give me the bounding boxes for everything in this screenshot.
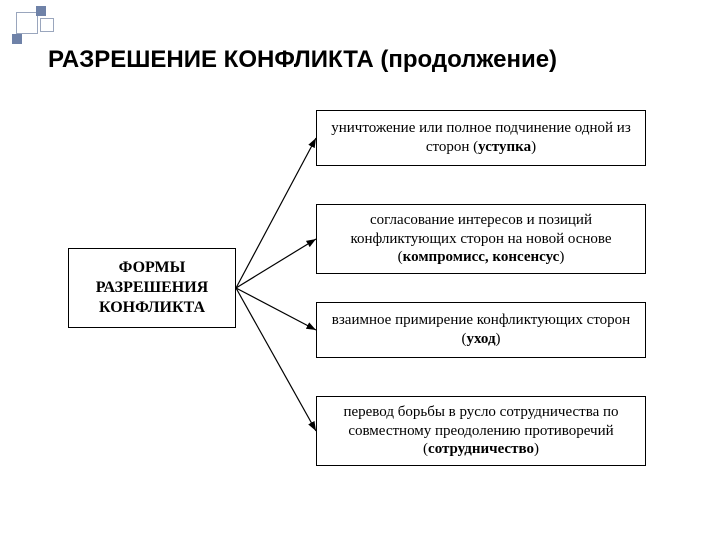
target-box: перевод борьбы в русло сотрудничества по… <box>316 396 646 466</box>
arrow <box>236 138 316 288</box>
arrow <box>236 288 316 431</box>
slide: РАЗРЕШЕНИЕ КОНФЛИКТА (продолжение) ФОРМЫ… <box>0 0 720 540</box>
target-box-text: согласование интересов и позиций конфлик… <box>327 211 635 267</box>
target-box-text: уничтожение или полное подчинение одной … <box>327 119 635 157</box>
deco-square <box>40 18 54 32</box>
target-box: уничтожение или полное подчинение одной … <box>316 110 646 166</box>
arrow <box>236 288 316 330</box>
deco-square <box>16 12 38 34</box>
target-box-text: перевод борьбы в русло сотрудничества по… <box>327 403 635 459</box>
target-box: взаимное примирение конфликтующих сторон… <box>316 302 646 358</box>
target-box: согласование интересов и позиций конфлик… <box>316 204 646 274</box>
target-box-text: взаимное примирение конфликтующих сторон… <box>327 311 635 349</box>
arrow <box>236 239 316 288</box>
deco-square <box>12 34 22 44</box>
slide-title: РАЗРЕШЕНИЕ КОНФЛИКТА (продолжение) <box>48 46 557 74</box>
source-box: ФОРМЫРАЗРЕШЕНИЯКОНФЛИКТА <box>68 248 236 328</box>
deco-square <box>36 6 46 16</box>
